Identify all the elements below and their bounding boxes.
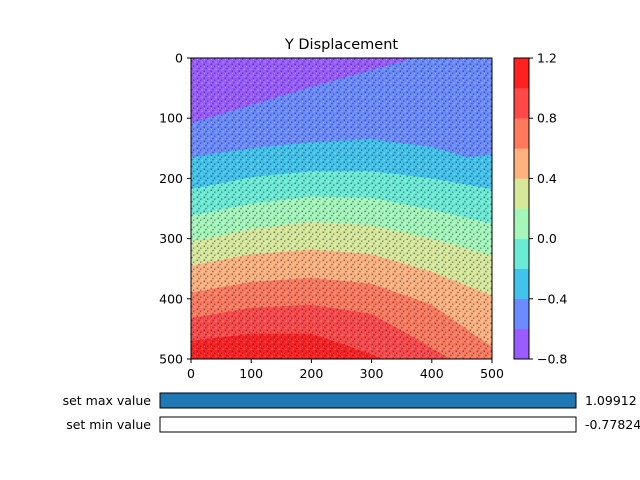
x-tick-label: 300 — [360, 366, 384, 381]
y-tick-label: 500 — [159, 352, 183, 367]
min-slider-value: -0.77824 — [585, 417, 640, 432]
colorbar-band — [514, 328, 529, 360]
plot-area — [190, 57, 493, 360]
colorbar-band — [514, 268, 529, 300]
speckle-texture — [191, 58, 492, 359]
colorbar-tick-label: −0.4 — [537, 291, 567, 306]
y-tick-label: 300 — [159, 231, 183, 246]
y-tick-label: 0 — [175, 51, 183, 66]
colorbar-tick-label: 0.0 — [537, 231, 557, 246]
colorbar: 1.2 0.8 0.4 0.0 −0.4 −0.8 — [513, 51, 567, 367]
colorbar-band — [514, 118, 529, 149]
max-value-slider[interactable] — [159, 392, 577, 409]
y-tick-label: 400 — [159, 291, 183, 306]
x-tick-label: 500 — [480, 366, 504, 381]
y-tick-label: 100 — [159, 111, 183, 126]
colorbar-frame — [513, 57, 530, 360]
colorbar-band — [514, 58, 529, 89]
max-slider-fill[interactable] — [160, 393, 576, 408]
max-slider-border — [159, 392, 577, 409]
x-tick-label: 400 — [420, 366, 444, 381]
colorbar-tick-label: 0.8 — [537, 111, 557, 126]
colorbar-band — [514, 88, 529, 119]
colorbar-band — [514, 208, 529, 239]
colorbar-band — [514, 178, 529, 209]
x-tick-label: 100 — [239, 366, 263, 381]
y-tick-label: 200 — [159, 171, 183, 186]
colorbar-tick-label: 0.4 — [537, 171, 557, 186]
colorbar-band — [514, 298, 529, 330]
colorbar-tick-label: −0.8 — [537, 352, 567, 367]
plot-frame — [190, 57, 493, 360]
x-tick-label: 0 — [187, 366, 195, 381]
colorbar-tick-label: 1.2 — [537, 51, 557, 66]
chart-title: Y Displacement — [284, 37, 398, 53]
min-slider-track[interactable] — [159, 416, 577, 433]
min-value-slider[interactable] — [159, 416, 577, 433]
max-slider-label: set max value — [63, 393, 152, 408]
x-axis: 0 100 200 300 400 500 — [187, 359, 504, 381]
colorbar-band — [514, 148, 529, 179]
min-slider-label: set min value — [66, 417, 151, 432]
x-tick-label: 200 — [299, 366, 323, 381]
y-axis: 0 100 200 300 400 500 — [159, 51, 191, 367]
max-slider-value: 1.09912 — [585, 393, 637, 408]
colorbar-band — [514, 238, 529, 269]
